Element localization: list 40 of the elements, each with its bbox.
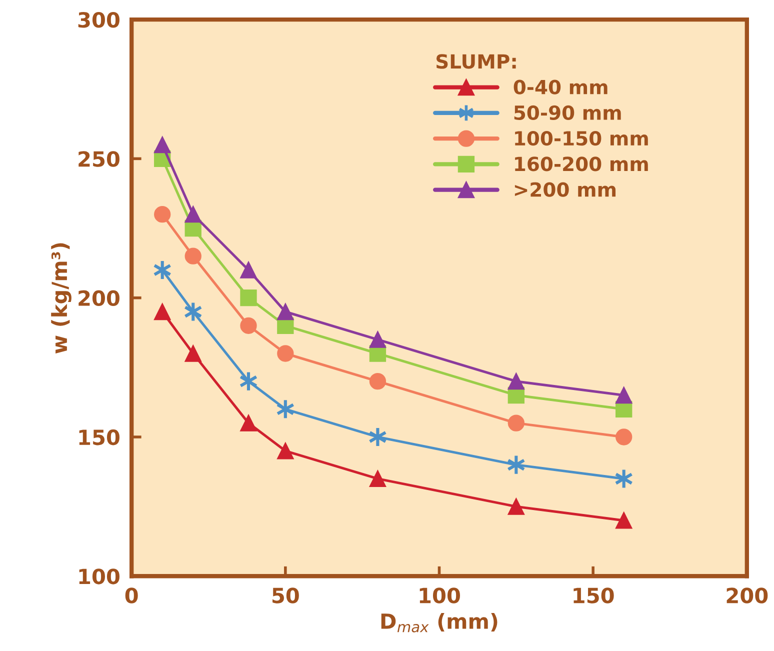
legend-title: SLUMP:: [436, 54, 516, 69]
y-axis-title: w (kg/m³): [51, 243, 72, 354]
point: [154, 206, 171, 223]
point: [277, 303, 294, 320]
point: [154, 303, 171, 320]
point: [508, 414, 524, 432]
point: [184, 345, 202, 362]
legend-label: 160-200 mm: [515, 156, 648, 172]
point: [616, 386, 632, 404]
point: [369, 331, 386, 348]
point: [277, 442, 294, 460]
x-tick-label: 0: [125, 588, 138, 604]
point: [240, 414, 257, 432]
point: [369, 372, 386, 390]
y-tick-label: 250: [78, 151, 120, 167]
point: [616, 428, 632, 446]
x-tick-label: 150: [574, 588, 614, 604]
y-tick-label: 200: [78, 290, 120, 306]
point: [240, 290, 257, 306]
point: [184, 206, 202, 223]
point: [616, 512, 632, 529]
point: [369, 470, 386, 488]
point: [240, 262, 257, 278]
point: [508, 372, 524, 390]
legend-label: 0-40 mm: [514, 80, 608, 94]
x-tick-label: 100: [420, 588, 460, 604]
point: [184, 248, 202, 264]
legend-label: 50-90 mm: [514, 105, 621, 120]
point: [277, 345, 294, 362]
x-axis-title: D$_{max}$ (mm): [381, 612, 498, 632]
y-tick-label: 150: [79, 429, 120, 446]
y-tick-label: 100: [79, 568, 120, 584]
x-tick-label: 200: [726, 588, 768, 604]
legend-label: >200 mm: [514, 182, 616, 197]
point: [240, 317, 257, 334]
y-tick-label: 300: [78, 12, 120, 28]
point: [154, 136, 171, 154]
x-tick-label: 50: [272, 588, 299, 604]
legend-label: 100-150 mm: [515, 130, 648, 146]
point: [508, 498, 524, 515]
